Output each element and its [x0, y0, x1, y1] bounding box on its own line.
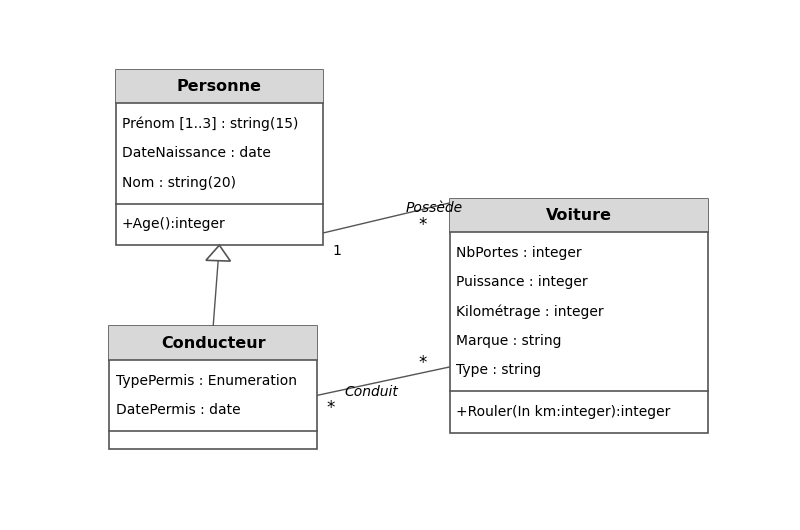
Bar — [450, 199, 707, 232]
Text: DateNaissance : date: DateNaissance : date — [122, 146, 270, 161]
Text: *: * — [418, 216, 426, 234]
Bar — [115, 70, 323, 103]
Bar — [110, 326, 317, 360]
Text: Possède: Possède — [406, 201, 462, 215]
Polygon shape — [206, 245, 230, 261]
Text: Marque : string: Marque : string — [457, 334, 562, 348]
Text: *: * — [418, 354, 426, 372]
Text: Conducteur: Conducteur — [161, 335, 266, 351]
Text: DatePermis : date: DatePermis : date — [115, 403, 240, 417]
Text: +Age():integer: +Age():integer — [122, 217, 226, 232]
Text: +Rouler(In km:integer):integer: +Rouler(In km:integer):integer — [457, 405, 671, 419]
Bar — [110, 326, 317, 449]
Text: Kilométrage : integer: Kilométrage : integer — [457, 304, 604, 319]
Text: Nom : string(20): Nom : string(20) — [122, 176, 236, 190]
Text: TypePermis : Enumeration: TypePermis : Enumeration — [115, 374, 297, 387]
Text: Personne: Personne — [177, 79, 262, 94]
Bar — [450, 199, 707, 433]
Text: Conduit: Conduit — [344, 385, 398, 399]
Bar — [115, 70, 323, 245]
Text: Prénom [1..3] : string(15): Prénom [1..3] : string(15) — [122, 117, 298, 131]
Text: Puissance : integer: Puissance : integer — [457, 276, 588, 289]
Text: Voiture: Voiture — [546, 208, 612, 223]
Text: Type : string: Type : string — [457, 364, 542, 377]
Text: *: * — [326, 399, 334, 417]
Text: 1: 1 — [333, 244, 342, 258]
Text: NbPortes : integer: NbPortes : integer — [457, 246, 582, 260]
